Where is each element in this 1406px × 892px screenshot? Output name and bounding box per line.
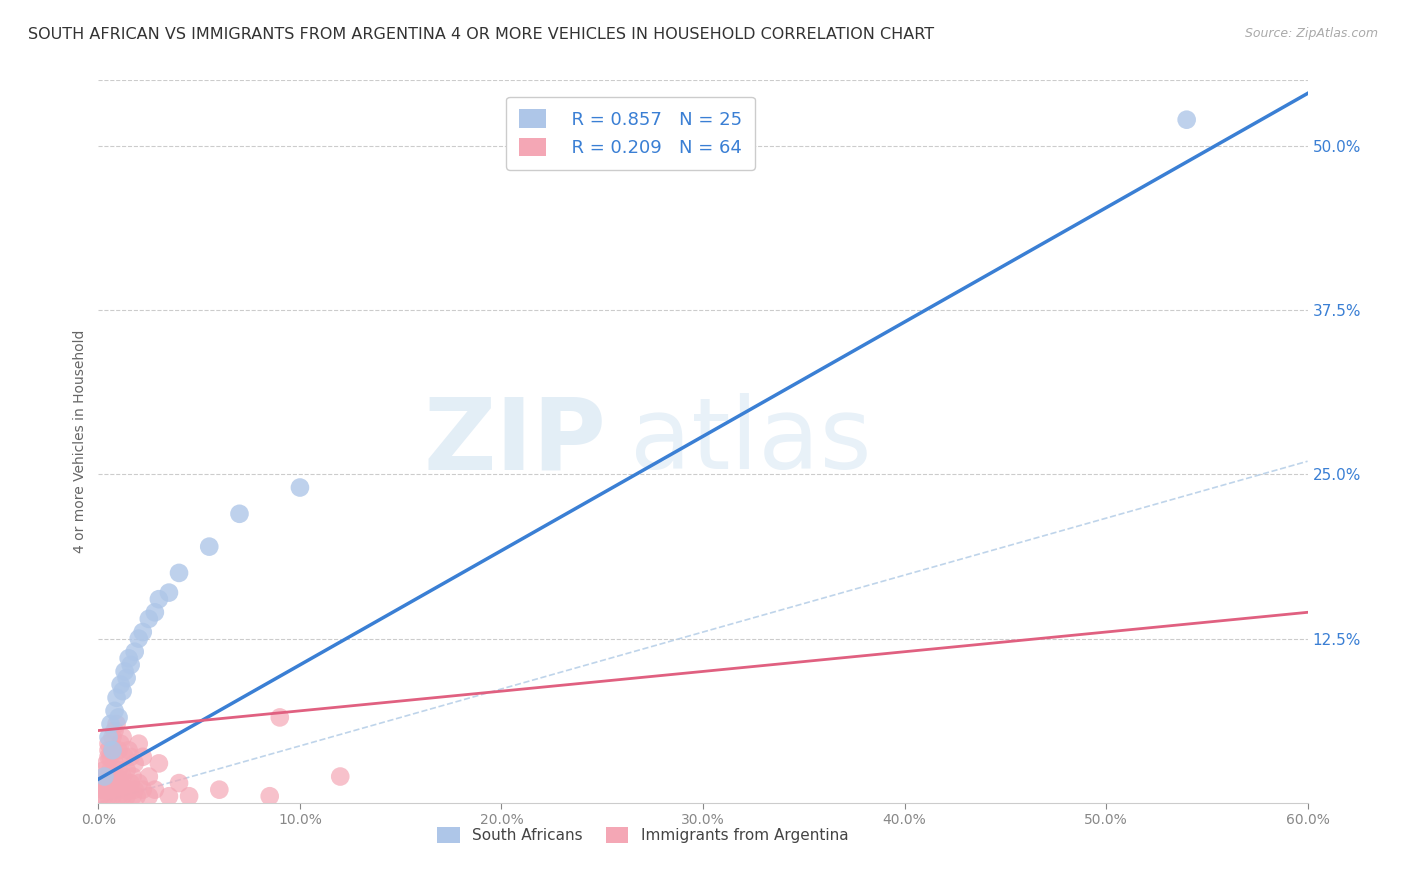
Text: Source: ZipAtlas.com: Source: ZipAtlas.com — [1244, 27, 1378, 40]
Point — [97, 770, 120, 784]
Point — [93, 770, 115, 784]
Point — [118, 782, 141, 797]
Point — [288, 481, 311, 495]
Point — [124, 756, 146, 771]
Point — [103, 756, 125, 771]
Point — [115, 763, 138, 777]
Point — [96, 756, 118, 771]
Point — [89, 789, 111, 804]
Point — [103, 723, 125, 738]
Point — [97, 749, 120, 764]
Y-axis label: 4 or more Vehicles in Household: 4 or more Vehicles in Household — [73, 330, 87, 553]
Point — [259, 789, 281, 804]
Point — [101, 730, 124, 744]
Point — [101, 770, 124, 784]
Point — [148, 756, 170, 771]
Point — [118, 743, 141, 757]
Point — [128, 737, 150, 751]
Point — [101, 789, 124, 804]
Point — [105, 770, 128, 784]
Point — [121, 789, 143, 804]
Point — [97, 743, 120, 757]
Point — [167, 776, 190, 790]
Point — [148, 592, 170, 607]
Point — [105, 782, 128, 797]
Point — [110, 737, 132, 751]
Point — [96, 782, 118, 797]
Point — [111, 684, 134, 698]
Point — [100, 776, 122, 790]
Point — [228, 507, 250, 521]
Point — [118, 651, 141, 665]
Point — [114, 749, 136, 764]
Point — [105, 690, 128, 705]
Point — [97, 730, 120, 744]
Point — [115, 671, 138, 685]
Point — [107, 710, 129, 724]
Point — [125, 789, 148, 804]
Point — [93, 789, 115, 804]
Point — [128, 776, 150, 790]
Point — [120, 749, 142, 764]
Point — [91, 776, 114, 790]
Point — [120, 657, 142, 672]
Point — [269, 710, 291, 724]
Point — [167, 566, 190, 580]
Point — [138, 612, 160, 626]
Point — [143, 782, 166, 797]
Point — [111, 730, 134, 744]
Point — [208, 782, 231, 797]
Point — [101, 743, 124, 757]
Point — [91, 782, 114, 797]
Text: atlas: atlas — [630, 393, 872, 490]
Point — [124, 782, 146, 797]
Point — [101, 743, 124, 757]
Point — [128, 632, 150, 646]
Point — [138, 770, 160, 784]
Point — [107, 743, 129, 757]
Point — [114, 782, 136, 797]
Point — [115, 789, 138, 804]
Point — [111, 770, 134, 784]
Point — [103, 776, 125, 790]
Point — [329, 770, 352, 784]
Point — [124, 645, 146, 659]
Point — [1175, 112, 1198, 127]
Point — [120, 776, 142, 790]
Point — [97, 737, 120, 751]
Point — [132, 625, 155, 640]
Point — [132, 782, 155, 797]
Point — [107, 763, 129, 777]
Point — [143, 605, 166, 619]
Point — [114, 665, 136, 679]
Point — [93, 763, 115, 777]
Point — [103, 704, 125, 718]
Point — [93, 770, 115, 784]
Text: ZIP: ZIP — [423, 393, 606, 490]
Point — [111, 789, 134, 804]
Point — [100, 717, 122, 731]
Point — [110, 776, 132, 790]
Point — [96, 776, 118, 790]
Text: SOUTH AFRICAN VS IMMIGRANTS FROM ARGENTINA 4 OR MORE VEHICLES IN HOUSEHOLD CORRE: SOUTH AFRICAN VS IMMIGRANTS FROM ARGENTI… — [28, 27, 934, 42]
Point — [157, 585, 180, 599]
Point — [100, 749, 122, 764]
Point — [110, 677, 132, 691]
Legend: South Africans, Immigrants from Argentina: South Africans, Immigrants from Argentin… — [430, 822, 855, 849]
Point — [97, 789, 120, 804]
Point — [100, 782, 122, 797]
Point — [107, 789, 129, 804]
Point — [138, 789, 160, 804]
Point — [105, 717, 128, 731]
Point — [100, 763, 122, 777]
Point — [179, 789, 201, 804]
Point — [157, 789, 180, 804]
Point — [121, 770, 143, 784]
Point — [132, 749, 155, 764]
Point — [198, 540, 221, 554]
